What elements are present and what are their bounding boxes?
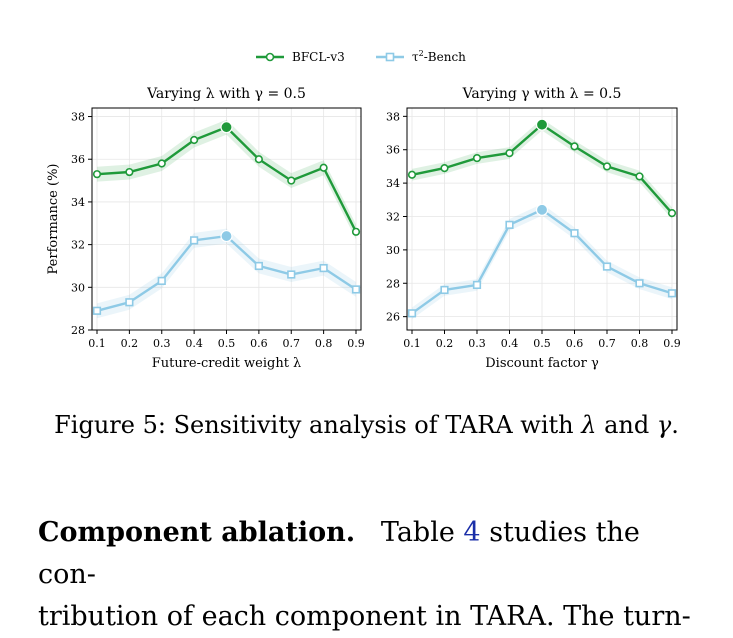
data-point-bfcl [351,227,361,236]
data-point-bfcl [440,163,449,173]
data-point-bfcl [505,148,514,158]
x-tick-label: 0.7 [283,337,301,350]
x-tick-label: 0.9 [663,337,681,350]
legend: BFCL-v3 τ2-Bench [256,49,466,64]
data-point-tau [287,270,296,279]
data-point-bfcl [254,155,263,164]
band-tau [97,228,356,319]
x-tick-label: 0.8 [315,337,333,350]
x-tick-label: 0.7 [598,337,616,350]
data-point-bfcl [92,170,102,179]
table-ref-link[interactable]: 4 [463,517,481,548]
y-tick-label: 30 [71,281,85,294]
data-point-tau [190,236,199,245]
y-tick-label: 36 [71,153,85,166]
sensitivity-figure: BFCL-v3 τ2-Bench 28 30 32 34 36 38 0.1 0.2 0.3 0.4 0… [46,49,681,371]
data-point-tau [505,220,514,229]
x-tick-label: 0.8 [631,337,649,350]
data-point-tau [220,229,233,243]
x-tick-label: 0.3 [468,337,486,350]
data-point-tau [157,276,166,286]
data-point-tau [254,261,263,271]
y-tick-label: 38 [386,110,400,123]
figure-caption: Figure 5: Sensitivity analysis of TARA w… [54,411,679,439]
chart-title: Varying λ with γ = 0.5 [146,86,306,102]
y-tick-label: 38 [71,111,85,124]
data-point-tau [570,229,579,238]
y-tick-label: 26 [386,311,400,324]
y-tick-label: 32 [71,239,85,252]
x-axis-label: Discount factor γ [485,356,599,371]
data-point-tau [319,263,328,273]
data-point-tau [125,298,134,307]
legend-label-tau: τ2-Bench [412,49,466,64]
data-point-bfcl [472,153,482,163]
legend-marker-tau [385,52,395,62]
x-tick-label: 0.3 [153,337,171,350]
data-point-bfcl [190,135,199,145]
data-point-bfcl [570,142,579,151]
data-point-tau [351,285,361,294]
data-point-bfcl [319,163,328,172]
data-point-tau [635,279,644,288]
band-tau [412,203,672,320]
data-point-tau [407,309,417,318]
paragraph-line-2: tribution of each component in TARA. The… [38,601,691,632]
x-axis-label: Future-credit weight λ [152,356,302,371]
body-paragraph: Component ablation. Table 4 studies the … [38,517,691,632]
x-tick-label: 0.4 [501,337,519,350]
y-tick-label: 34 [386,177,400,190]
chart-panel-2: 26 28 30 32 34 36 38 0.1 0.2 0.3 0.4 0.5 0.6 0.7 0.8 0.… [386,86,681,371]
data-point-tau [92,306,102,315]
data-point-bfcl [635,172,644,181]
data-point-tau [440,285,449,295]
legend-label-bfcl: BFCL-v3 [292,50,345,64]
chart-panel-1: 28 30 32 34 36 38 0.1 0.2 0.3 0.4 0.5 0.6 0.7 0.8 0.9 V… [46,86,365,371]
x-tick-label: 0.2 [121,337,139,350]
x-tick-label: 0.5 [533,337,551,350]
x-tick-label: 0.6 [250,337,268,350]
x-tick-label: 0.6 [566,337,584,350]
data-point-bfcl [407,170,417,179]
band-bfcl [412,118,672,219]
data-point-tau [535,203,549,216]
x-tick-label: 0.1 [88,337,106,350]
data-point-tau [472,280,482,290]
data-point-bfcl [157,159,166,168]
data-point-bfcl [602,162,612,171]
y-tick-label: 36 [386,144,400,157]
x-tick-label: 0.1 [403,337,421,350]
data-point-tau [667,289,677,298]
x-tick-label: 0.5 [218,337,236,350]
x-tick-label: 0.2 [436,337,454,350]
data-point-tau [602,262,612,271]
data-point-bfcl [220,121,233,134]
chart-title: Varying γ with λ = 0.5 [462,86,622,102]
y-axis-label: Performance (%) [46,164,61,275]
y-tick-label: 34 [71,196,85,209]
y-tick-label: 32 [386,210,400,223]
data-point-bfcl [125,167,134,177]
data-point-bfcl [667,209,677,218]
paragraph-heading: Component ablation. [38,517,356,548]
legend-marker-bfcl [265,52,275,62]
x-tick-label: 0.9 [347,337,365,350]
data-point-bfcl [287,176,296,185]
band-bfcl [97,119,356,240]
x-tick-label: 0.4 [185,337,203,350]
data-point-bfcl [535,118,549,131]
y-tick-label: 28 [71,324,85,337]
y-tick-label: 28 [386,277,400,290]
y-tick-label: 30 [386,244,400,257]
